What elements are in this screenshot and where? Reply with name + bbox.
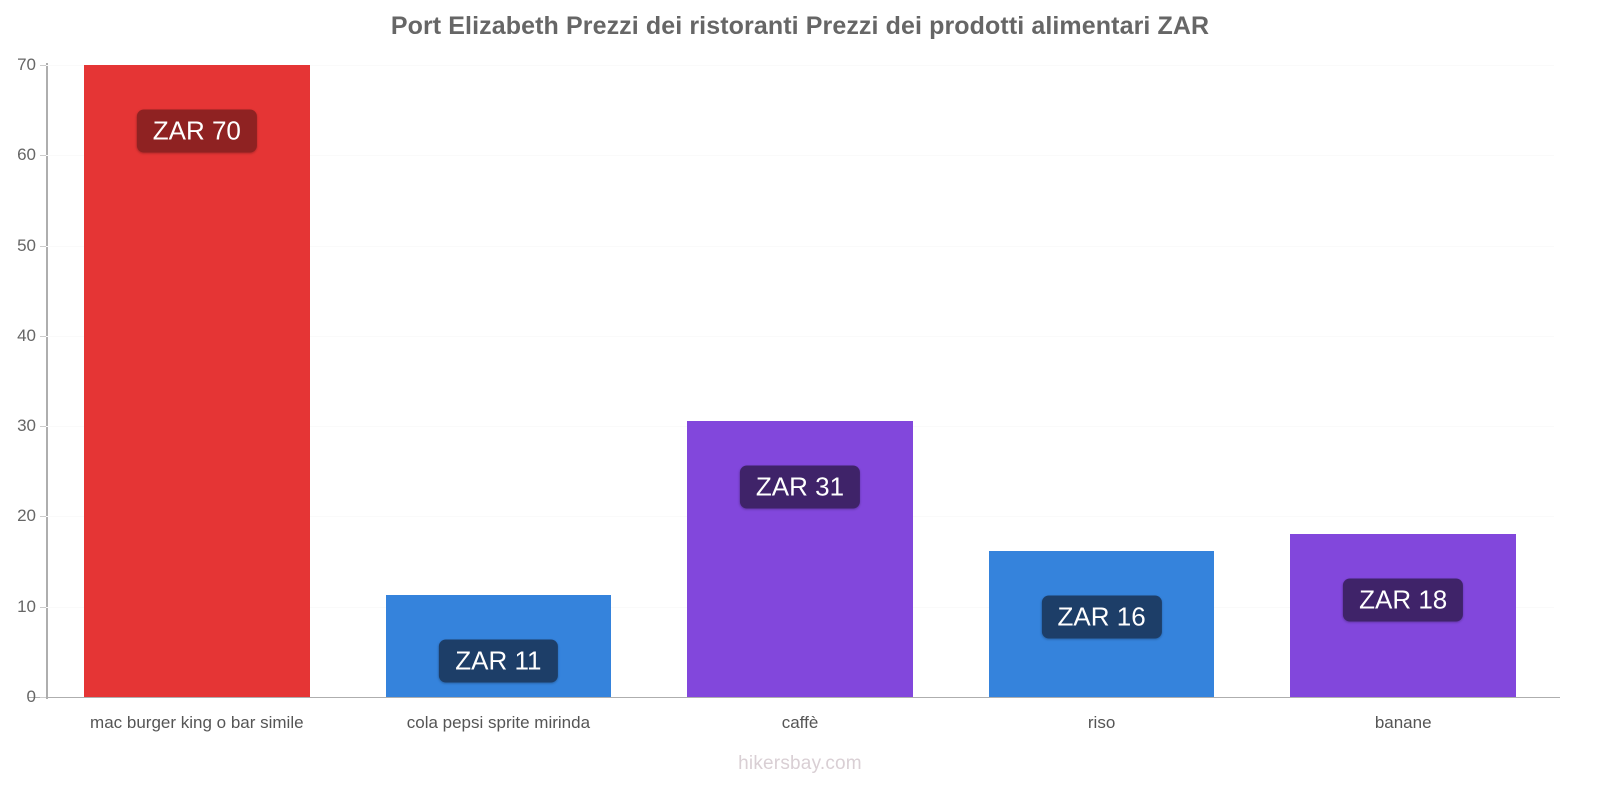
y-tick-mark bbox=[40, 426, 46, 428]
y-tick-mark bbox=[40, 245, 46, 247]
x-category-label-0: mac burger king o bar simile bbox=[90, 713, 304, 732]
x-category-label-1: cola pepsi sprite mirinda bbox=[406, 713, 591, 732]
data-label-1: ZAR 11 bbox=[439, 639, 558, 683]
footer-credit: hikersbay.com bbox=[738, 753, 862, 774]
data-label-4: ZAR 18 bbox=[1343, 578, 1464, 622]
gridline bbox=[46, 245, 1554, 247]
y-tick-label: 50 bbox=[17, 235, 36, 255]
x-category-label-3: riso bbox=[1087, 713, 1116, 732]
y-tick-label: 30 bbox=[17, 416, 36, 436]
gridline bbox=[46, 155, 1554, 157]
y-tick-mark bbox=[40, 516, 46, 518]
y-tick-mark bbox=[40, 697, 46, 698]
y-tick-label: 70 bbox=[17, 55, 36, 74]
x-category-label-2: caffè bbox=[781, 713, 819, 732]
y-tick-label: 0 bbox=[26, 687, 36, 706]
y-tick-mark bbox=[40, 335, 46, 337]
data-label-3: ZAR 16 bbox=[1041, 595, 1162, 639]
y-tick-label: 40 bbox=[17, 325, 36, 345]
data-label-0: ZAR 70 bbox=[136, 109, 257, 153]
x-category-label-4: banane bbox=[1374, 713, 1432, 732]
x-axis-line bbox=[28, 696, 1560, 699]
y-tick-mark bbox=[40, 65, 46, 66]
y-tick-mark bbox=[40, 606, 46, 608]
y-tick-mark bbox=[40, 155, 46, 157]
bar-2[interactable] bbox=[687, 420, 913, 697]
chart-title: Port Elizabeth Prezzi dei ristoranti Pre… bbox=[390, 12, 1210, 40]
y-tick-label: 20 bbox=[17, 506, 36, 526]
gridline bbox=[46, 65, 1554, 66]
y-tick-label: 10 bbox=[17, 596, 36, 616]
data-label-2: ZAR 31 bbox=[739, 465, 861, 509]
bar-0[interactable] bbox=[84, 65, 310, 697]
y-axis-line bbox=[46, 63, 48, 699]
y-tick-label: 60 bbox=[17, 145, 36, 165]
gridline bbox=[46, 335, 1554, 337]
